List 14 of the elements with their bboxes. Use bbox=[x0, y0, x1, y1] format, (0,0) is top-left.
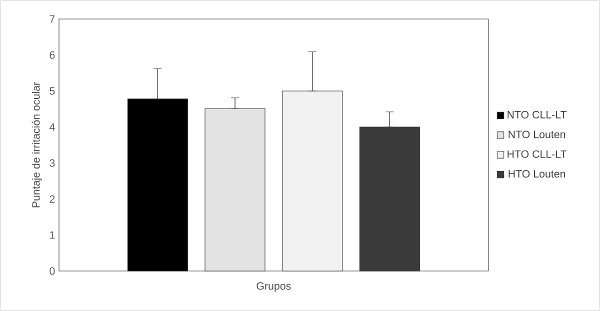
x-axis-title: Grupos bbox=[256, 282, 291, 292]
y-tick-label: 3 bbox=[50, 159, 55, 167]
y-tick-label: 0 bbox=[50, 267, 55, 275]
y-axis-title: Puntaje de irritación ocular bbox=[32, 82, 42, 208]
y-tick-label: 5 bbox=[50, 87, 55, 95]
legend-label: HTO Louten bbox=[508, 170, 566, 178]
y-tick-label: 6 bbox=[50, 51, 55, 59]
y-tick-label: 4 bbox=[50, 123, 55, 131]
y-tick-label: 2 bbox=[50, 195, 55, 203]
legend-label: NTO CLL-LT bbox=[508, 110, 567, 118]
legend-label: HTO CLL-LT bbox=[508, 150, 567, 158]
y-tick-label: 7 bbox=[50, 15, 55, 23]
y-tick-label: 1 bbox=[50, 231, 55, 239]
legend-label: NTO Louten bbox=[508, 130, 566, 138]
